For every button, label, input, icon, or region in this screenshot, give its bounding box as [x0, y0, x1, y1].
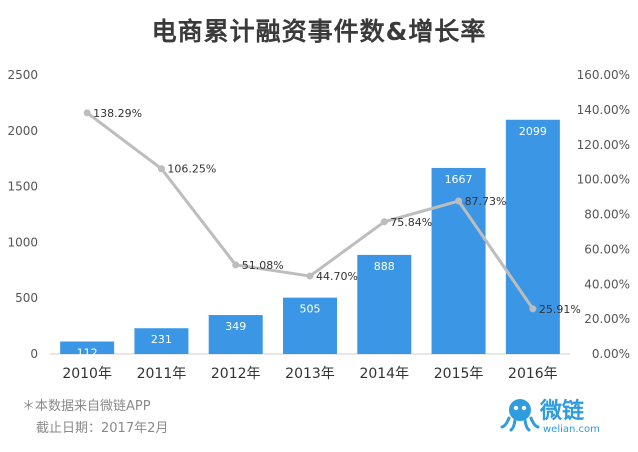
y-right-tick-label: 40.00%	[584, 277, 630, 291]
y-right-tick-label: 120.00%	[577, 138, 630, 152]
brand-url: welian.com	[543, 424, 600, 435]
growth-point	[232, 261, 240, 269]
footnote-date: 截止日期：2017年2月	[36, 421, 168, 436]
growth-value-label: 106.25%	[167, 163, 216, 176]
x-tick-label: 2010年	[62, 366, 112, 382]
growth-line	[83, 109, 537, 313]
y-left-tick-label: 0	[30, 347, 38, 361]
axes: 0 500 1000 1500 2000 2500 0.00% 20.00% 40.00% 60.…	[7, 68, 630, 382]
growth-point	[306, 272, 314, 280]
bar-value-label: 112	[77, 347, 98, 360]
growth-point	[83, 109, 91, 117]
bar-value-label: 888	[374, 260, 395, 273]
y-left-tick-label: 2000	[7, 124, 38, 138]
bars	[60, 119, 560, 354]
growth-point	[529, 305, 537, 313]
bar	[283, 297, 337, 354]
y-right-tick-label: 100.00%	[577, 173, 630, 187]
y-right-tick-label: 160.00%	[577, 68, 630, 82]
brand-logo: 微链 welian.com	[500, 398, 600, 435]
x-tick-label: 2015年	[434, 366, 484, 382]
bar-value-label: 505	[300, 303, 321, 316]
growth-value-label: 87.73%	[465, 195, 507, 208]
y-right-tick-label: 140.00%	[577, 103, 630, 117]
y-right-tick-label: 0.00%	[592, 347, 630, 361]
x-tick-label: 2013年	[285, 366, 335, 382]
bar	[208, 315, 263, 354]
data-labels: 112 231 349 505 888 1667 2099 138.29% 106.25% 51.…	[77, 107, 581, 360]
growth-point	[157, 165, 165, 173]
bar	[357, 254, 412, 354]
growth-value-label: 44.70%	[316, 270, 358, 283]
y-left-tick-label: 2500	[7, 68, 38, 82]
y-right-tick-label: 20.00%	[584, 312, 630, 326]
bar	[60, 341, 115, 354]
bar-value-label: 349	[225, 320, 246, 333]
growth-value-label: 138.29%	[93, 107, 142, 120]
x-tick-label: 2012年	[211, 366, 261, 382]
chart-title: 电商累计融资事件数&增长率	[152, 17, 487, 46]
y-left-tick-label: 1000	[7, 235, 38, 249]
growth-value-label: 25.91%	[539, 303, 581, 316]
x-tick-label: 2014年	[359, 366, 409, 382]
footnote-source: ＊本数据来自微链APP	[22, 399, 151, 414]
x-tick-label: 2016年	[508, 366, 558, 382]
growth-point	[380, 218, 388, 226]
bar-value-label: 2099	[519, 125, 547, 138]
growth-point	[455, 197, 463, 205]
bar-value-label: 1667	[445, 173, 473, 186]
growth-value-label: 51.08%	[242, 259, 284, 272]
y-left-tick-label: 1500	[7, 180, 38, 194]
bar	[134, 328, 189, 354]
x-tick-label: 2011年	[137, 366, 187, 382]
y-left-tick-label: 500	[15, 291, 38, 305]
growth-value-label: 75.84%	[390, 216, 432, 229]
y-right-tick-label: 80.00%	[584, 208, 630, 222]
bar-value-label: 231	[151, 333, 172, 346]
y-right-tick-label: 60.00%	[584, 242, 630, 256]
octopus-icon	[500, 399, 540, 432]
bar	[505, 119, 560, 354]
brand-name: 微链	[539, 398, 584, 424]
